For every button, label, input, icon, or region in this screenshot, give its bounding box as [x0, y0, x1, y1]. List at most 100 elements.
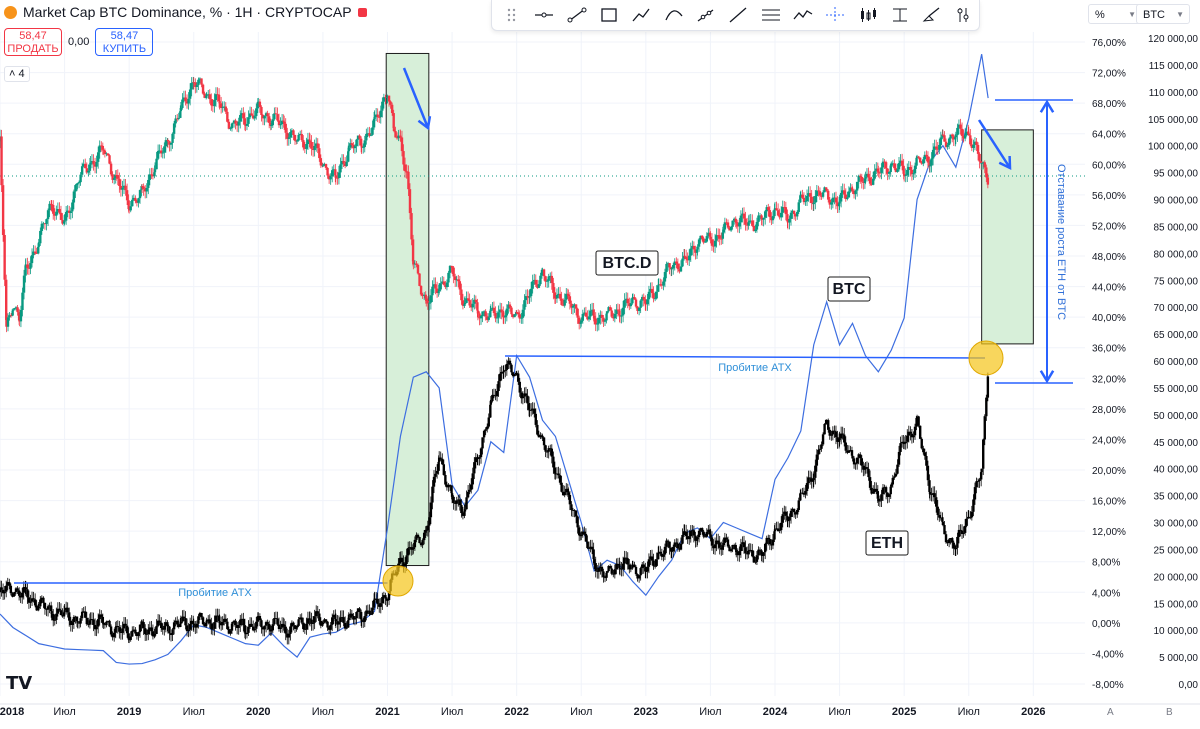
btcd-candle-body	[629, 303, 633, 307]
eth-candle-body	[930, 494, 933, 496]
right-scale-toggle[interactable]: B	[1166, 707, 1173, 718]
btcd-candle-body	[405, 171, 409, 173]
eth-candle-body	[910, 433, 914, 438]
drag-handle-icon[interactable]	[498, 3, 526, 27]
eth-candle-body	[751, 550, 754, 557]
rectangle-icon[interactable]	[595, 3, 623, 27]
more-tools-icon[interactable]	[951, 3, 979, 27]
eth-candle-body	[197, 616, 200, 624]
btcd-candle-body	[498, 309, 502, 313]
btcd-candle-body	[653, 298, 657, 300]
eth-candle-body	[289, 626, 292, 635]
eth-candle-body	[260, 620, 263, 628]
btcd-candle-body	[177, 117, 180, 119]
curve-icon[interactable]	[660, 3, 688, 27]
arrow-line-icon[interactable]	[692, 3, 720, 27]
btcd-candle-body	[887, 171, 891, 174]
btcd-candle-body	[576, 308, 579, 318]
btcd-candle-body	[453, 276, 457, 281]
btcd-candle-body	[620, 315, 623, 317]
eth-candle-body	[818, 448, 822, 450]
eth-label: ETH	[871, 535, 903, 552]
btcd-candle-body	[90, 161, 94, 163]
eth-candle-body	[248, 623, 252, 628]
btcd-candle-body	[92, 161, 95, 165]
btcd-candle-body	[232, 120, 236, 123]
eth-candle-body	[549, 448, 552, 449]
btcd-candle-body	[868, 177, 872, 184]
btcd-candle-body	[760, 218, 764, 220]
btcd-candle-body	[63, 220, 66, 222]
eth-candle-body	[368, 610, 371, 615]
btcd-candle-body	[970, 144, 974, 148]
eth-candle-body	[450, 485, 453, 494]
path-icon[interactable]	[627, 3, 655, 27]
btcd-candle-body	[402, 151, 405, 165]
eth-candle-body	[96, 619, 100, 627]
btcd-candle-body	[160, 150, 163, 154]
brush-icon[interactable]	[918, 3, 946, 27]
auto-scale-toggle[interactable]: A	[1107, 707, 1114, 718]
eth-candle-body	[873, 488, 876, 493]
eth-candle-body	[502, 371, 505, 373]
x-axis-tick-label: Июл	[570, 706, 592, 718]
lag-zone-2021	[385, 52, 430, 567]
eth-candle-body	[114, 626, 117, 633]
btcd-candle-body	[235, 123, 239, 126]
buy-button[interactable]: 58,47 КУПИТЬ	[95, 28, 154, 56]
eth-candle-body	[155, 625, 158, 634]
eth-candle-body	[279, 627, 282, 630]
trend-line-icon[interactable]	[563, 3, 591, 27]
btcd-candle-body	[568, 296, 572, 304]
eth-candle-body	[507, 360, 510, 364]
btcd-candle-body	[416, 264, 420, 274]
sell-button[interactable]: 58,47 ПРОДАТЬ	[4, 28, 62, 56]
line-icon[interactable]	[724, 3, 752, 27]
btcd-candle-body	[876, 168, 880, 172]
alert-icon[interactable]	[357, 7, 367, 17]
btcd-candle-body	[899, 160, 902, 164]
eth-candle-body	[134, 629, 137, 634]
btcd-candle-body	[224, 106, 227, 112]
date-range-icon[interactable]	[886, 3, 914, 27]
crosshair-icon[interactable]	[821, 3, 849, 27]
eth-candle-body	[476, 458, 480, 460]
eth-candle-body	[108, 620, 111, 627]
btcd-candle-body	[675, 261, 678, 264]
btcd-candle-body	[665, 263, 668, 273]
btcd-candle-body	[415, 263, 418, 265]
x-axis-tick-label: 2018	[0, 706, 24, 718]
eth-candle-body	[528, 409, 531, 411]
eth-candle-body	[174, 620, 177, 623]
btcd-candle-body	[365, 133, 368, 141]
eth-candle-body	[749, 549, 752, 551]
right-scale-unit-select[interactable]: BTC ▼	[1136, 4, 1190, 24]
left-scale-unit-select[interactable]: % ▼	[1088, 4, 1142, 24]
eth-candle-body	[536, 424, 539, 435]
candles-icon[interactable]	[854, 3, 882, 27]
symbol-title[interactable]: Market Cap BTC Dominance, % · 1H · CRYPT…	[23, 4, 352, 20]
horizontal-line-icon[interactable]	[530, 3, 558, 27]
axes: 76,00% 72,00% 68,00% 64,00% 60,00% 56,00% 52,0…	[0, 32, 1200, 718]
eth-candle-body	[445, 484, 449, 488]
channel-icon[interactable]	[757, 3, 785, 27]
eth-candle-body	[820, 444, 823, 449]
btcd-candle-body	[529, 288, 533, 297]
btcd-candle-body	[902, 165, 905, 174]
eth-candle-body	[836, 437, 839, 442]
btcd-candle-body	[747, 221, 751, 223]
tradingview-logo-icon[interactable]: TV	[6, 673, 33, 694]
btcd-candle-body	[783, 206, 786, 208]
btcd-candle-body	[386, 95, 389, 98]
eth-candle-body	[815, 454, 819, 466]
eth-candle-body	[182, 616, 186, 619]
eth-candle-body	[192, 623, 195, 626]
eth-candle-body	[224, 618, 227, 622]
eth-candle-body	[46, 606, 50, 610]
btcd-candle-body	[780, 212, 783, 218]
polyline-icon[interactable]	[789, 3, 817, 27]
btcd-candle-body	[80, 166, 84, 175]
indicators-collapse-button[interactable]: ˄ 4	[4, 66, 30, 82]
btcd-candle-body	[216, 94, 219, 95]
